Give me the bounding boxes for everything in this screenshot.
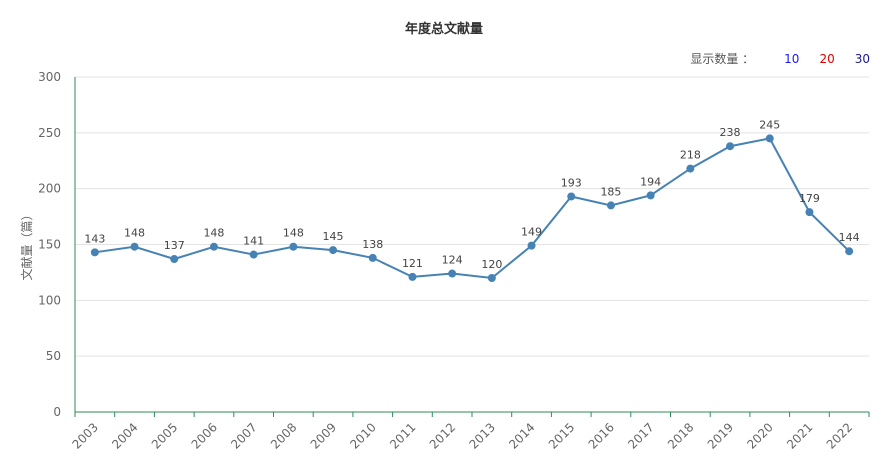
x-tick-label: 2020 [744, 420, 775, 451]
x-tick-label: 2022 [824, 420, 855, 451]
series-line [94, 137, 850, 280]
y-tick-label: 250 [38, 126, 61, 140]
data-point [329, 246, 338, 255]
x-tick-label: 2003 [69, 420, 100, 451]
data-point [765, 134, 774, 143]
data-label: 143 [84, 232, 105, 245]
data-point [805, 208, 814, 217]
x-tick-label: 2006 [189, 420, 220, 451]
x-tick-label: 2014 [506, 420, 537, 451]
data-label: 121 [402, 257, 423, 270]
data-point [845, 247, 854, 256]
x-tick-label: 2005 [149, 420, 180, 451]
data-label: 145 [323, 230, 344, 243]
x-tick-label: 2021 [784, 420, 815, 451]
data-point [487, 274, 496, 282]
data-point [448, 269, 457, 278]
data-label: 185 [600, 185, 621, 198]
display-count-control: 显示数量 ： 10 20 30 [690, 50, 870, 67]
data-point [606, 201, 615, 210]
y-tick-label: 0 [53, 405, 61, 419]
data-point [646, 191, 655, 200]
data-label: 137 [164, 239, 185, 252]
data-label: 194 [640, 175, 661, 188]
x-tick-label: 2013 [466, 420, 497, 451]
count-option-20[interactable]: 20 [819, 51, 835, 66]
x-tick-label: 2018 [665, 420, 696, 451]
x-tick-label: 2009 [308, 420, 339, 451]
data-point [686, 164, 695, 173]
data-label: 120 [481, 258, 502, 271]
y-tick-label: 150 [38, 238, 61, 252]
x-tick-label: 2011 [387, 420, 418, 451]
chart-title: 年度总文献量 [404, 22, 483, 37]
data-point [567, 192, 576, 201]
data-point [130, 242, 139, 251]
x-tick-label: 2008 [268, 420, 299, 451]
x-tick-label: 2010 [347, 420, 378, 451]
display-count-label: 显示数量 ： [690, 52, 755, 66]
data-label: 141 [243, 235, 264, 248]
data-point [527, 241, 536, 250]
count-option-10[interactable]: 10 [784, 51, 800, 66]
x-tick-label: 2015 [546, 420, 577, 451]
y-tick-label: 300 [38, 70, 61, 84]
data-point [726, 142, 735, 151]
data-label: 238 [720, 126, 741, 139]
x-tick-label: 2019 [705, 420, 736, 451]
data-point [408, 272, 417, 281]
y-tick-label: 200 [38, 182, 61, 196]
x-tick-label: 2012 [427, 420, 458, 451]
data-point [289, 242, 298, 251]
data-label: 193 [561, 176, 582, 189]
data-label: 124 [442, 254, 463, 267]
data-label: 148 [203, 227, 224, 240]
x-tick-label: 2016 [586, 420, 617, 451]
y-tick-label: 50 [46, 349, 61, 363]
data-label: 148 [124, 227, 145, 240]
y-axis-label: 文献量（篇） [19, 208, 34, 280]
data-point [368, 253, 377, 262]
y-tick-label: 100 [38, 293, 61, 307]
data-label: 149 [521, 226, 542, 239]
data-label: 148 [283, 227, 304, 240]
data-point [209, 242, 218, 251]
data-point [249, 250, 258, 259]
data-label: 138 [362, 238, 383, 251]
data-label: 179 [799, 192, 820, 205]
count-option-30[interactable]: 30 [854, 51, 870, 66]
x-tick-label: 2007 [228, 420, 259, 451]
data-point [90, 248, 99, 257]
data-label: 218 [680, 149, 701, 162]
x-tick-label: 2017 [625, 420, 656, 451]
data-label: 245 [759, 118, 780, 131]
data-point [170, 255, 179, 264]
x-tick-label: 2004 [109, 420, 140, 451]
data-label: 144 [839, 231, 860, 244]
